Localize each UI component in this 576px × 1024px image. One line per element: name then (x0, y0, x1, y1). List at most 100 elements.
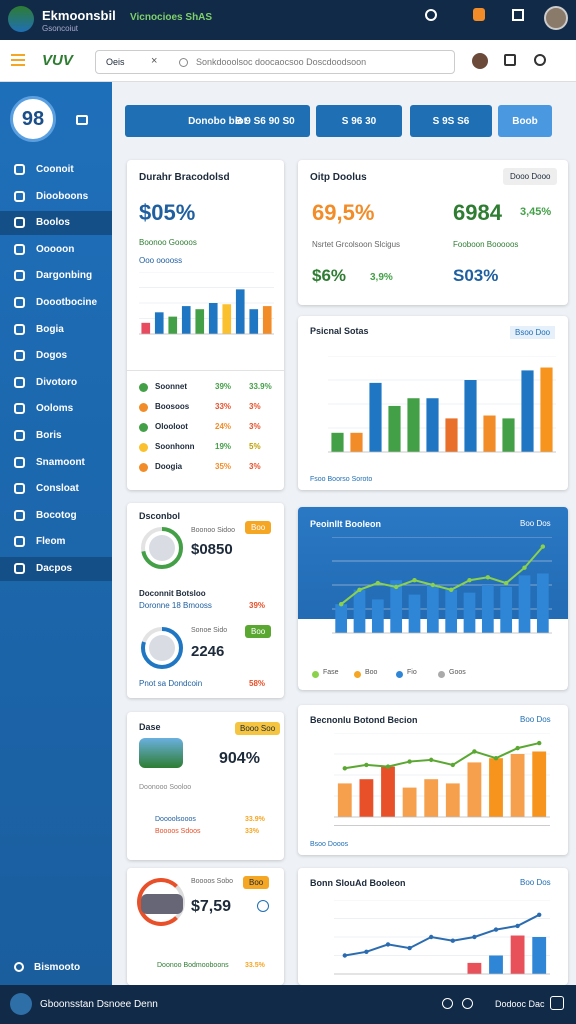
summary-label: Boonoo Goooos (139, 238, 197, 247)
line-point (493, 756, 499, 761)
icon (14, 270, 25, 282)
icon[interactable] (504, 54, 516, 66)
icon[interactable] (257, 900, 269, 912)
sidebar-item[interactable]: Boolos (0, 211, 112, 236)
trend-card: Peoinllt Booleon Boo Dos Fase Boo Fio Goos (298, 507, 568, 690)
line-point (537, 740, 542, 746)
sidebar-item[interactable]: Coonoit (0, 158, 112, 182)
legend-swatch (438, 671, 445, 678)
action-button[interactable]: Boob (498, 105, 552, 137)
bar (540, 367, 553, 452)
bar (510, 754, 525, 817)
row-icon (139, 403, 148, 412)
icon[interactable] (550, 996, 564, 1010)
sidebar-item[interactable]: Divotoro (0, 371, 112, 395)
promo-value: 904% (219, 750, 260, 767)
sidebar-item[interactable]: Dargonbing (0, 264, 112, 288)
sidebar-item[interactable]: Dogos (0, 344, 112, 368)
search-box[interactable]: Oeis × Sonkdooolsoc doocaocsoo Doscdoods… (95, 50, 455, 74)
bar (407, 398, 420, 452)
vehicle-card: Boooos Sobo Boo $7,59 Doonoo Bodmooboons… (127, 868, 284, 985)
section-label: Doronne 18 Bmooss (139, 601, 212, 610)
line-point (364, 949, 369, 954)
sidebar-item[interactable]: Snamoont (0, 451, 112, 475)
line-point (515, 745, 520, 751)
sidebar-item[interactable]: Consloat (0, 477, 112, 501)
line-point (493, 927, 499, 932)
bar (521, 370, 534, 452)
avatar[interactable] (472, 53, 488, 69)
stats-label: Nsrtet Grcolsoon Slcigus (312, 240, 401, 249)
bar (353, 589, 366, 633)
avatar[interactable] (10, 993, 32, 1015)
search-tab[interactable]: Oeis (106, 57, 125, 67)
icon (14, 190, 25, 202)
sidebar-footer[interactable]: Bismooto (34, 962, 81, 973)
action-button[interactable]: S 9S S6 (410, 105, 492, 137)
bar (489, 955, 503, 974)
bar (445, 589, 458, 633)
bar (390, 580, 403, 633)
stat-value: 6984 (453, 200, 502, 225)
legend-swatch (396, 671, 403, 678)
sidebar-item[interactable]: Diooboons (0, 185, 112, 209)
card-title: Dase (139, 722, 161, 732)
revenue-chart (334, 733, 550, 818)
close-icon[interactable]: × (151, 55, 158, 67)
line-point (430, 582, 436, 588)
sidebar-item[interactable]: Ooooon (0, 238, 112, 262)
gauge-center (149, 535, 175, 561)
sidebar-item[interactable]: Doootbocine (0, 291, 112, 315)
notification-icon[interactable] (473, 8, 485, 21)
icon[interactable] (534, 54, 546, 66)
legend-swatch (354, 671, 361, 678)
sidebar-item[interactable]: Ooloms (0, 397, 112, 421)
row-pct: 5% (249, 442, 261, 451)
icon (14, 509, 25, 521)
stats-label: Fooboon Booooos (453, 240, 519, 249)
menu-button[interactable] (11, 54, 25, 66)
stats-card: Oitp Doolus Dooo Dooo Nsrtet Grcolsoon S… (298, 160, 568, 305)
bar (154, 312, 164, 334)
bar (181, 306, 191, 334)
line-point (407, 759, 412, 764)
line-point (503, 580, 509, 586)
stats-button[interactable]: Dooo Dooo (503, 168, 558, 185)
sidebar-item[interactable]: Boris (0, 424, 112, 448)
line-point (472, 749, 477, 754)
tag: Boo (243, 876, 270, 889)
gauge-value: 2246 (191, 643, 225, 660)
icon[interactable] (76, 115, 88, 125)
vehicle-value: $7,59 (191, 898, 232, 915)
promo-label: Doonooo Sooloo (139, 784, 192, 791)
icon[interactable] (442, 998, 453, 1009)
illustration (139, 738, 183, 768)
icon[interactable] (462, 998, 473, 1009)
icon[interactable] (14, 962, 24, 972)
sales-card: Psicnal Sotas Bsoo Doo Fsoo Boorso Sorot… (298, 316, 568, 490)
sidebar-item[interactable]: Dacpos (0, 557, 112, 581)
icon[interactable] (512, 9, 524, 21)
footer-label: Pnot sa Dondcoin (139, 679, 203, 688)
icon (14, 456, 25, 468)
action-button[interactable]: B 9 S6 90 S0 (235, 115, 295, 127)
vehicle-label: Boooos Sobo (191, 878, 234, 885)
sidebar-item[interactable]: Bocotog (0, 504, 112, 528)
line-series (340, 545, 544, 605)
line-point (393, 584, 399, 590)
line-point (485, 575, 491, 580)
avatar[interactable] (544, 6, 568, 30)
bar (208, 303, 218, 334)
action-button[interactable]: S 96 30 (316, 105, 402, 137)
sidebar-item[interactable]: Fleom (0, 530, 112, 554)
action-button[interactable]: Donobo biot (125, 105, 310, 137)
bar (424, 779, 439, 817)
bar (445, 783, 460, 817)
summary-value: $05% (139, 200, 196, 225)
icon[interactable] (425, 9, 437, 21)
row-pct: 3% (249, 422, 261, 431)
sidebar-item[interactable]: Bogia (0, 318, 112, 342)
tagline: Vicnocioes ShAS (130, 12, 213, 23)
axis (334, 825, 550, 826)
